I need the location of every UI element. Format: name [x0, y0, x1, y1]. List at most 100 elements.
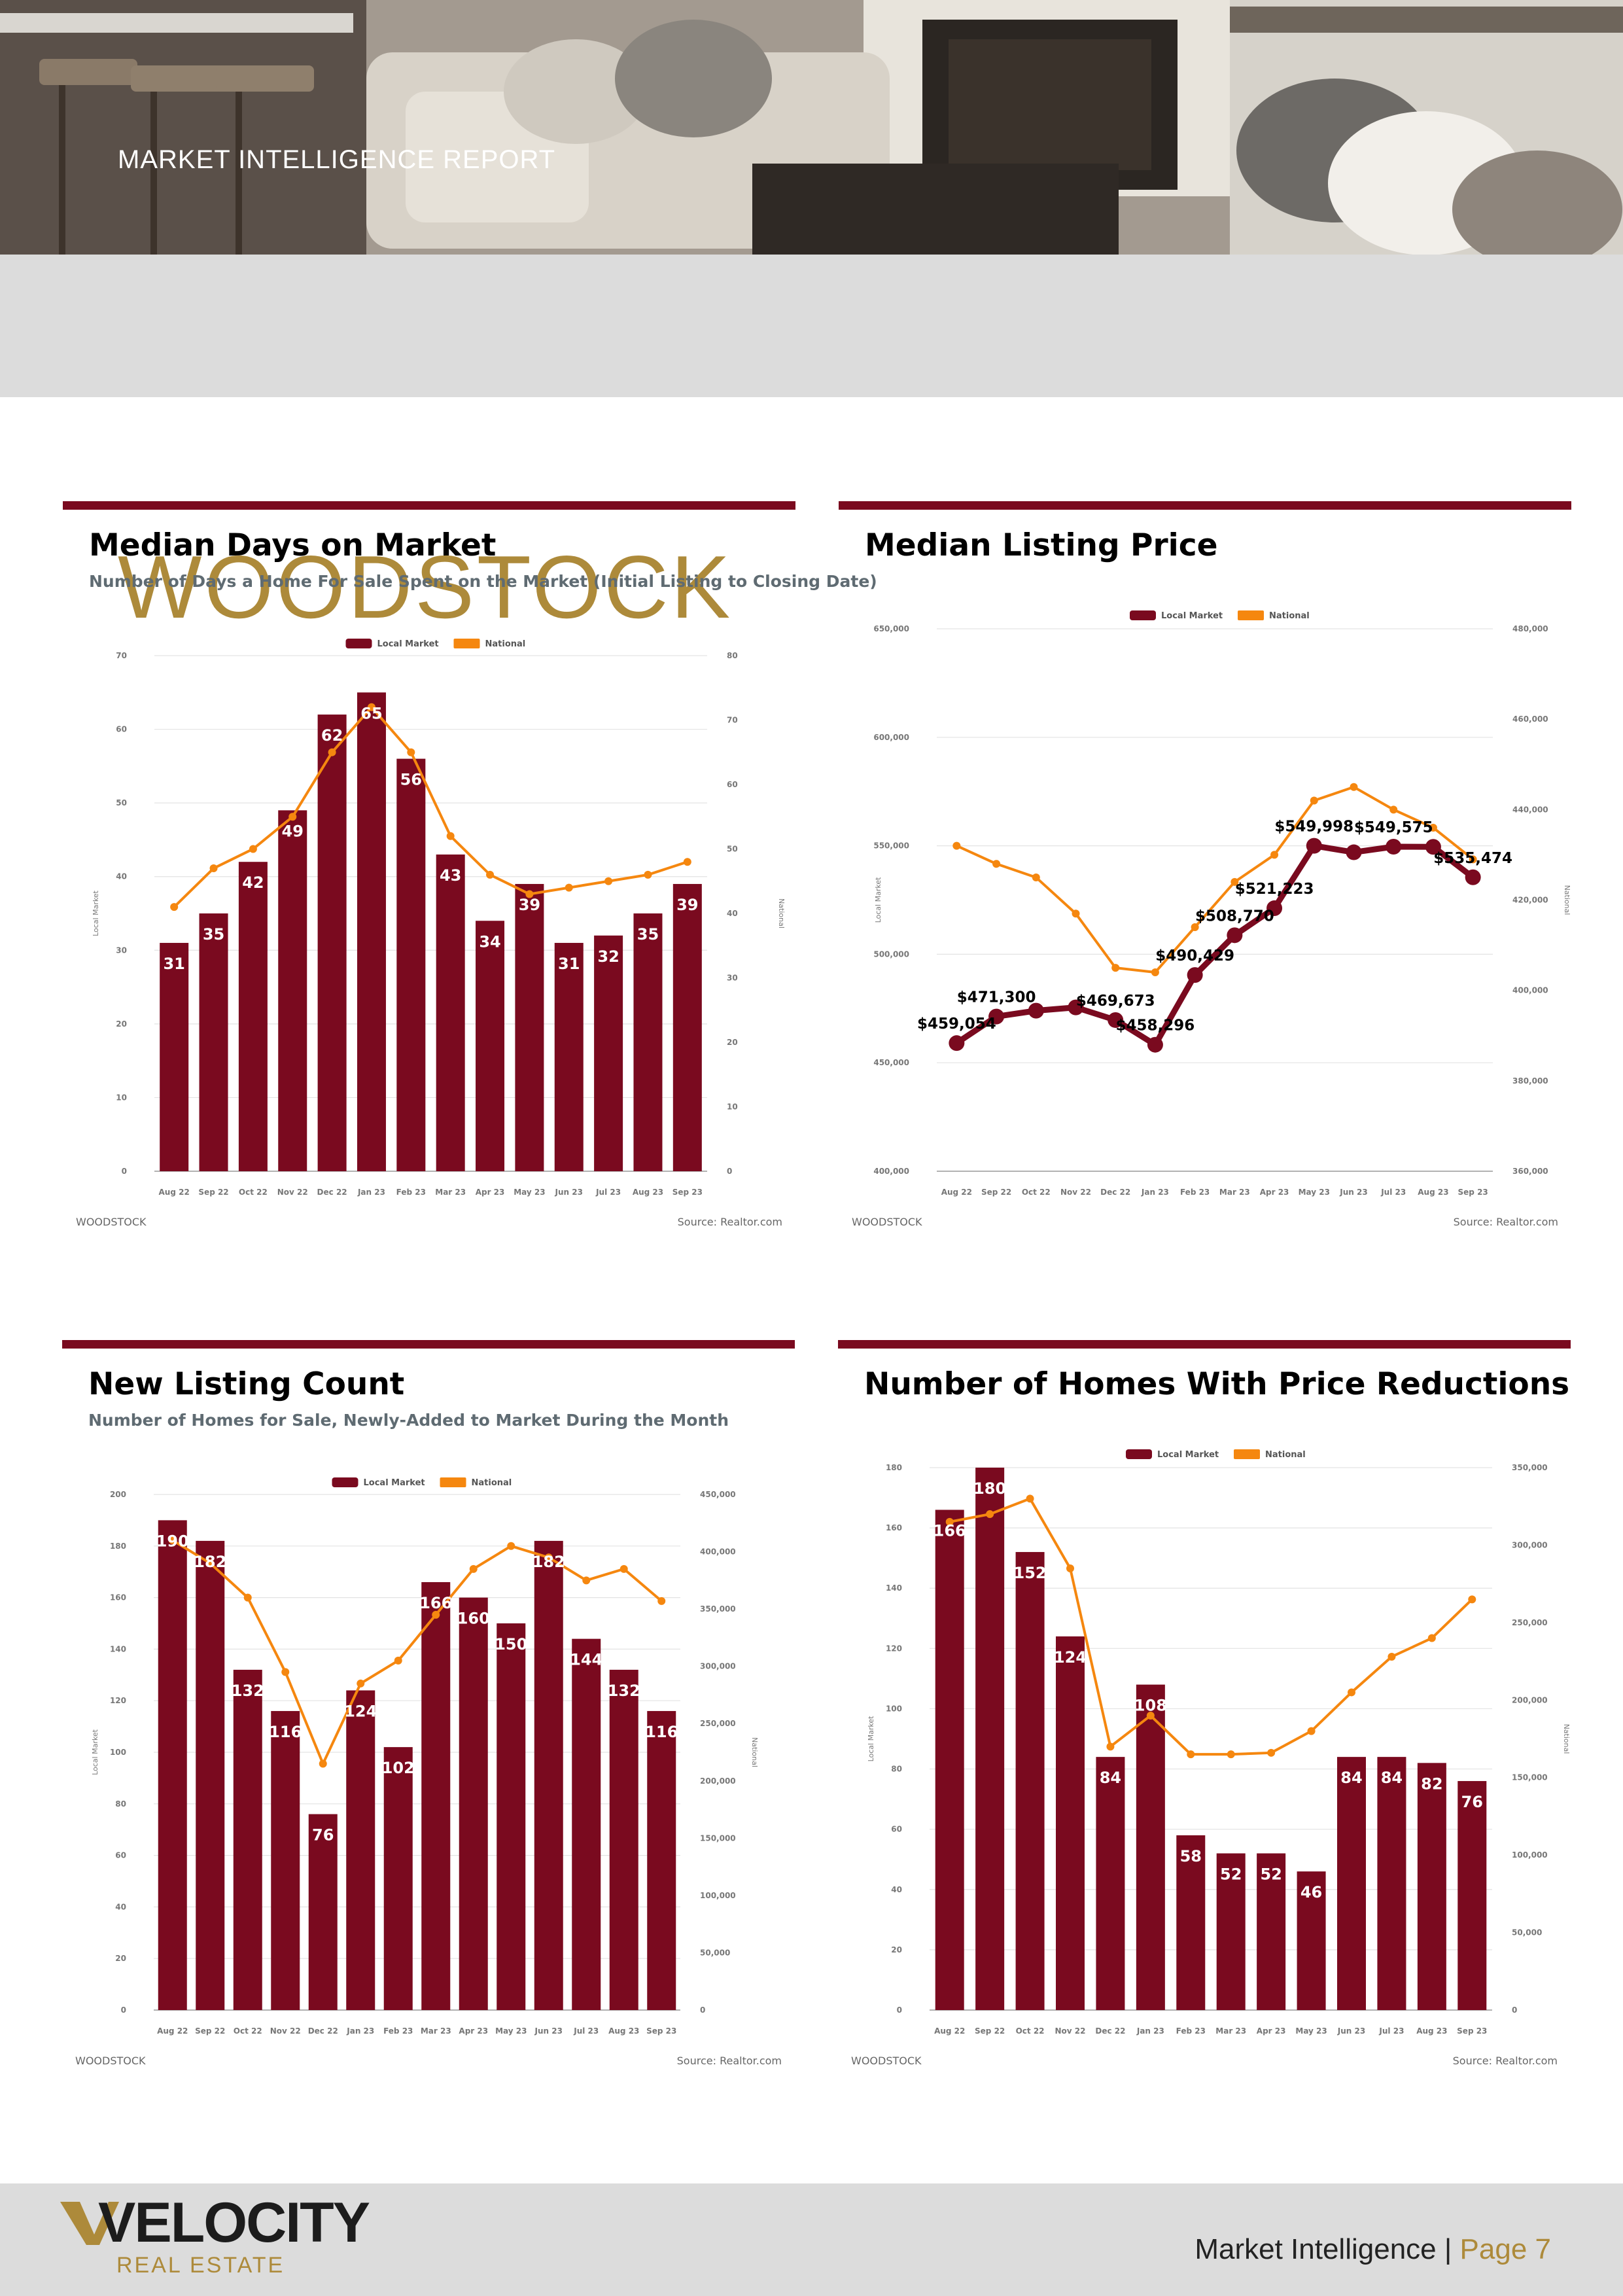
right-tick-label: 360,000	[1512, 1167, 1548, 1176]
bar-value-label: 132	[608, 1682, 640, 1700]
local-bar	[672, 883, 702, 1171]
market-footnote: WOODSTOCK	[851, 2055, 922, 2067]
left-axis-title: Local Market	[874, 877, 882, 923]
category-label: Nov 22	[1055, 2026, 1086, 2036]
panel-accent-bar	[838, 1340, 1571, 1349]
category-label: Nov 22	[270, 2026, 301, 2036]
national-point	[432, 1610, 440, 1619]
left-axis-title: Local Market	[92, 890, 100, 936]
national-point	[952, 841, 961, 850]
local-bar	[160, 943, 189, 1171]
national-point	[249, 845, 257, 853]
left-tick-label: 30	[116, 945, 127, 955]
right-tick-label: 200,000	[1512, 1695, 1548, 1704]
left-tick-label: 200	[110, 1490, 126, 1499]
category-label: Feb 23	[1180, 1188, 1210, 1197]
local-point	[1386, 839, 1402, 855]
city-title: WOODSTOCK	[118, 537, 733, 637]
category-label: Sep 23	[646, 2026, 676, 2036]
right-tick-label: 40	[727, 909, 738, 918]
category-label: Apr 23	[459, 2026, 488, 2036]
category-label: Feb 23	[1176, 2026, 1206, 2036]
national-point	[357, 1679, 365, 1687]
national-point	[407, 748, 415, 756]
right-tick-label: 20	[727, 1038, 738, 1047]
right-tick-label: 420,000	[1512, 896, 1548, 905]
bar-value-label: 182	[194, 1553, 226, 1571]
local-bar	[436, 854, 465, 1171]
category-label: May 23	[514, 1188, 545, 1197]
left-tick-label: 20	[891, 1945, 902, 1954]
right-tick-label: 80	[727, 651, 738, 660]
bar-value-label: 31	[558, 955, 580, 973]
category-label: Jul 23	[573, 2026, 599, 2036]
category-label: Jun 23	[1337, 2026, 1365, 2036]
panel-accent-bar	[62, 1340, 795, 1349]
category-label: Dec 22	[308, 2026, 338, 2036]
national-point	[1111, 964, 1120, 972]
local-bar	[975, 1468, 1005, 2010]
right-tick-label: 30	[727, 974, 738, 983]
price-reductions-chart: 0 20 40 60 80 100 120 140 160 180 0 50,000 100,000 15…	[867, 1449, 1571, 2036]
source-footnote: Source: Realtor.com	[677, 1216, 782, 1228]
category-label: Oct 22	[1016, 2026, 1045, 2036]
market-footnote: WOODSTOCK	[852, 1216, 922, 1228]
category-label: Jun 23	[1339, 1188, 1367, 1197]
brand-name: VELOCITY	[98, 2191, 370, 2254]
page-label-prefix: Market Intelligence |	[1195, 2233, 1460, 2265]
category-label: Nov 22	[1060, 1188, 1091, 1197]
national-point	[1072, 910, 1080, 918]
right-tick-label: 250,000	[1512, 1618, 1548, 1627]
bar-value-label: 84	[1340, 1769, 1362, 1787]
left-axis-title: Local Market	[867, 1716, 875, 1762]
national-point	[1187, 1750, 1195, 1759]
legend-national-swatch	[453, 639, 480, 648]
local-point	[1465, 869, 1481, 885]
bar-value-label: 46	[1300, 1883, 1322, 1901]
right-tick-label: 300,000	[700, 1662, 736, 1671]
category-label: Dec 22	[1100, 1188, 1130, 1197]
left-tick-label: 180	[110, 1542, 126, 1551]
local-bar	[158, 1520, 187, 2010]
national-point	[1389, 805, 1398, 814]
left-tick-label: 600,000	[873, 733, 909, 742]
point-value-label: $469,673	[1076, 993, 1155, 1010]
local-bar	[1457, 1780, 1487, 2010]
category-label: Dec 22	[1095, 2026, 1125, 2036]
national-point	[565, 883, 573, 892]
bar-value-label: 166	[419, 1594, 452, 1612]
bar-value-label: 62	[321, 726, 343, 745]
panel-title: Median Days on Market	[89, 527, 497, 563]
left-tick-label: 40	[116, 872, 127, 881]
national-point	[469, 1564, 478, 1573]
page-footer: VELOCITY REAL ESTATE Market Intelligence…	[0, 2183, 1623, 2296]
bar-value-label: 58	[1180, 1847, 1202, 1865]
national-point	[1267, 1748, 1276, 1757]
category-label: Jan 23	[346, 2026, 374, 2036]
bar-value-label: 190	[156, 1532, 189, 1550]
page-label: Market Intelligence | Page 7	[1195, 2233, 1551, 2266]
left-tick-label: 60	[115, 1851, 126, 1860]
national-point	[644, 870, 652, 879]
category-label: Feb 23	[383, 2026, 413, 2036]
point-value-label: $521,223	[1235, 881, 1314, 898]
local-bar	[1015, 1551, 1045, 2010]
category-label: Aug 22	[941, 1188, 972, 1197]
category-label: Aug 23	[1416, 2026, 1447, 2036]
left-tick-label: 140	[886, 1583, 902, 1593]
left-axis-title: Local Market	[91, 1729, 99, 1775]
left-tick-label: 160	[886, 1523, 902, 1532]
local-point	[1227, 927, 1243, 944]
bar-value-label: 42	[242, 874, 264, 892]
left-tick-label: 80	[115, 1799, 126, 1809]
bar-value-label: 43	[440, 866, 461, 885]
right-tick-label: 100,000	[700, 1891, 736, 1900]
panel-title: New Listing Count	[88, 1366, 405, 1402]
national-point	[1310, 796, 1318, 805]
local-point	[1068, 999, 1084, 1016]
bar-value-label: 35	[637, 925, 659, 944]
category-label: Jul 23	[1380, 1188, 1406, 1197]
national-point	[945, 1517, 954, 1526]
hero-photo: MARKET INTELLIGENCE REPORT	[0, 0, 1623, 255]
local-bar	[1216, 1853, 1246, 2010]
